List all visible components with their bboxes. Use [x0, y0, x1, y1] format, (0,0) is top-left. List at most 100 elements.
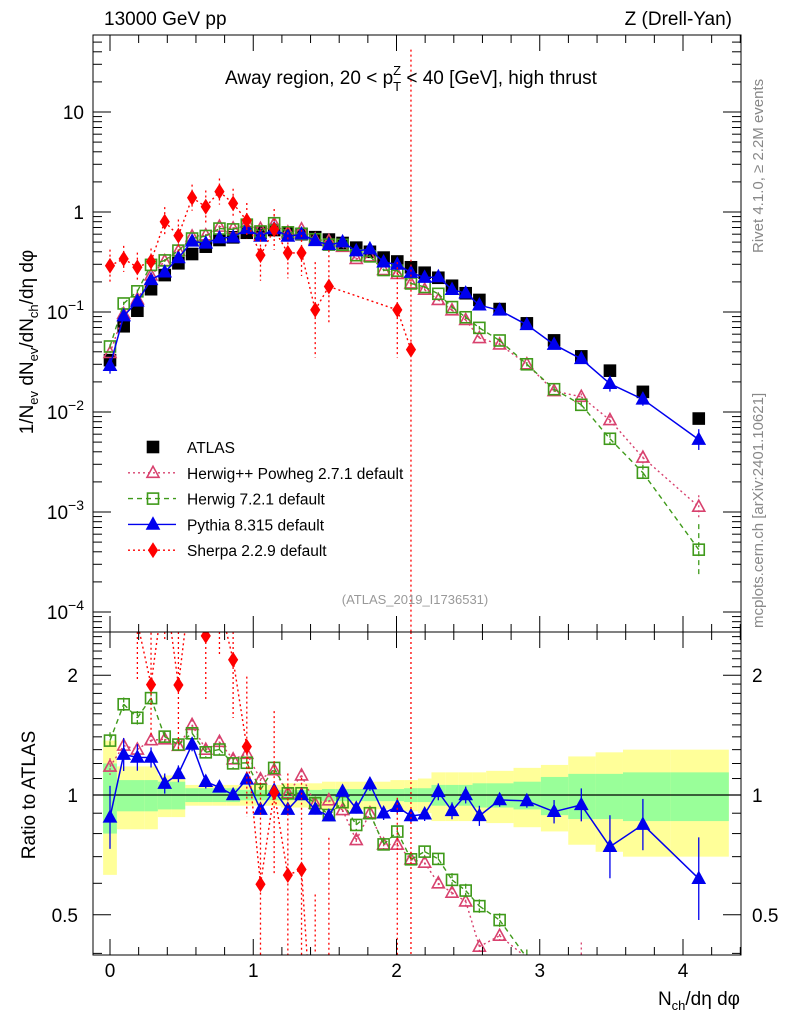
- legend-label: ATLAS: [187, 440, 235, 457]
- ratio-data-point: [130, 749, 145, 763]
- data-point: [519, 316, 535, 331]
- data-point: [432, 287, 445, 301]
- ratio-data-point: [266, 761, 282, 776]
- ratio-data-point: [116, 746, 132, 760]
- data-point: [212, 229, 227, 244]
- series-sherpa-2-2-9-default: [104, 49, 417, 632]
- data-point: [307, 232, 323, 247]
- legend-label: Herwig 7.2.1 default: [187, 492, 326, 509]
- ratio-data-point: [691, 870, 707, 884]
- data-point: [692, 412, 706, 425]
- ratio-panel-data: [93, 632, 741, 955]
- label-part: /dN: [17, 318, 38, 348]
- ratio-series-line: [109, 697, 526, 955]
- ratio-data-point: [145, 676, 157, 693]
- ratio-series-pythia-8-315-default: [102, 736, 707, 920]
- header-right: Z (Drell-Yan): [625, 9, 732, 30]
- series-line: [109, 228, 700, 441]
- band-stat-bin: [622, 772, 671, 822]
- ratio-data-point: [362, 775, 378, 790]
- data-point: [603, 364, 617, 377]
- x-tick-label: 3: [534, 961, 545, 982]
- y-tick-exponent: −4: [68, 597, 84, 613]
- legend-marker: [146, 492, 160, 505]
- data-point: [574, 398, 588, 412]
- y-tick-base: 10: [47, 603, 68, 624]
- ratio-frame: [92, 631, 742, 956]
- ratio-data-point: [493, 913, 506, 927]
- x-tick-label: 0: [105, 961, 116, 982]
- ratio-data-point: [131, 711, 144, 725]
- y-tick-label: 10−3: [47, 497, 84, 524]
- data-point: [603, 432, 617, 446]
- ratio-data-point: [602, 838, 618, 853]
- ratio-data-point: [403, 807, 419, 822]
- ratio-data-point: [444, 802, 460, 817]
- label-part: ch: [672, 998, 686, 1013]
- ratio-data-point: [390, 825, 404, 838]
- data-point: [362, 240, 378, 255]
- band-stat-bin: [595, 773, 623, 820]
- data-point: [241, 212, 252, 229]
- ratio-data-point: [296, 861, 307, 878]
- ratio-data-point: [335, 801, 350, 816]
- label-part: /dη dφ: [17, 250, 38, 305]
- data-point: [348, 250, 364, 265]
- data-point: [430, 268, 446, 283]
- main-panel-data: [102, 49, 707, 632]
- label-part: dN: [17, 361, 38, 391]
- ratio-data-point: [173, 677, 184, 693]
- ratio-tick-label-left: 1: [67, 786, 78, 807]
- legend-entry: Sherpa 2.2.9 default: [128, 542, 327, 560]
- ratio-data-point: [225, 786, 241, 801]
- legend-entry: Herwig++ Powheg 2.7.1 default: [128, 464, 404, 483]
- title-pre: Away region, 20 < p: [225, 68, 393, 89]
- y-tick-label: 10−4: [47, 597, 84, 624]
- label-part: ch: [26, 304, 41, 318]
- data-point: [157, 264, 173, 278]
- ratio-data-point: [241, 738, 252, 755]
- data-point: [472, 329, 487, 344]
- data-point: [692, 543, 706, 556]
- y-axis-label: 1/Nev dNev/dNch/dη dφ: [17, 250, 41, 435]
- data-point: [691, 498, 707, 512]
- ratio-data-point: [200, 632, 211, 644]
- data-point: [269, 221, 280, 238]
- ratio-data-point: [269, 784, 280, 801]
- ratio-y-axis-label: Ratio to ATLAS: [19, 731, 40, 860]
- y-tick-base: 1: [73, 203, 84, 224]
- ratio-data-point: [376, 805, 391, 819]
- y-tick-exponent: −1: [68, 297, 84, 313]
- analysis-watermark: (ATLAS_2019_I1736531): [342, 592, 488, 607]
- band-stat-bin: [144, 780, 158, 812]
- rivet-version-label: Rivet 4.1.0, ≥ 2.2M events: [750, 79, 767, 253]
- ratio-data-point: [198, 773, 214, 787]
- ratio-data-point: [458, 893, 474, 907]
- legend-entry: Pythia 8.315 default: [128, 516, 325, 534]
- series-line: [109, 221, 700, 508]
- y-tick-exponent: −2: [68, 397, 84, 413]
- y-tick-base: 10: [47, 303, 68, 324]
- label-part: 1/N: [17, 405, 38, 435]
- ratio-data-point: [458, 786, 474, 801]
- ratio-data-point: [228, 651, 239, 668]
- ratio-data-point: [171, 765, 186, 780]
- plot-title: Away region, 20 < pZ T < 40 [GeV], high t…: [225, 63, 598, 94]
- series-line: [109, 222, 700, 551]
- label-part: ev: [26, 347, 41, 361]
- data-point: [280, 228, 296, 242]
- band-stat-bin: [130, 780, 145, 812]
- ratio-tick-label-right: 0.5: [752, 906, 778, 927]
- x-tick-label: 1: [248, 961, 259, 982]
- ratio-data-point: [417, 854, 432, 868]
- ratio-data-point: [184, 736, 200, 750]
- data-point: [282, 244, 293, 261]
- data-point: [519, 356, 535, 370]
- data-point: [472, 297, 487, 311]
- data-point: [362, 248, 378, 262]
- ratio-data-point: [255, 876, 266, 893]
- ratio-series-herwig-7-2-1-default: [103, 691, 528, 955]
- ratio-data-point: [472, 807, 487, 822]
- data-point: [214, 183, 225, 200]
